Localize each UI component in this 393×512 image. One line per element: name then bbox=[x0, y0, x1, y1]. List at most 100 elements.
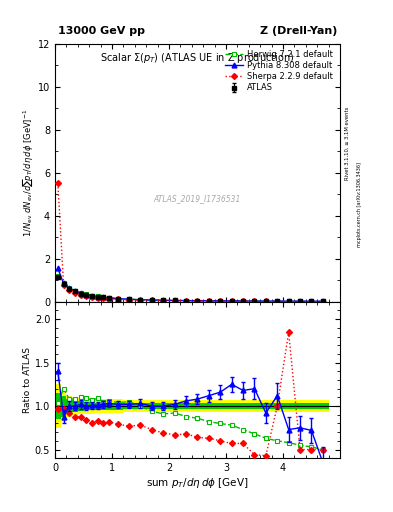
Herwig 7.2.1 default bbox=[78, 290, 83, 296]
Herwig 7.2.1 default bbox=[264, 298, 268, 305]
Pythia 8.308 default bbox=[321, 298, 325, 304]
Pythia 8.308 default bbox=[161, 297, 166, 303]
Sherpa 2.2.9 default bbox=[173, 298, 177, 304]
Line: Pythia 8.308 default: Pythia 8.308 default bbox=[55, 266, 325, 304]
Pythia 8.308 default bbox=[218, 298, 223, 304]
Herwig 7.2.1 default bbox=[127, 296, 132, 303]
Text: Z (Drell-Yan): Z (Drell-Yan) bbox=[260, 26, 337, 36]
Herwig 7.2.1 default bbox=[252, 298, 257, 304]
Sherpa 2.2.9 default bbox=[101, 295, 106, 302]
Sherpa 2.2.9 default bbox=[95, 294, 100, 301]
Pythia 8.308 default bbox=[101, 294, 106, 301]
Herwig 7.2.1 default bbox=[230, 298, 234, 304]
Sherpa 2.2.9 default bbox=[264, 298, 268, 305]
Sherpa 2.2.9 default bbox=[184, 298, 189, 304]
Sherpa 2.2.9 default bbox=[150, 297, 154, 304]
Sherpa 2.2.9 default bbox=[161, 297, 166, 304]
Herwig 7.2.1 default bbox=[195, 298, 200, 304]
Pythia 8.308 default bbox=[138, 296, 143, 303]
Herwig 7.2.1 default bbox=[84, 291, 89, 297]
Text: Scalar $\Sigma(p_T)$ (ATLAS UE in Z production): Scalar $\Sigma(p_T)$ (ATLAS UE in Z prod… bbox=[100, 51, 295, 65]
Sherpa 2.2.9 default bbox=[230, 298, 234, 305]
Pythia 8.308 default bbox=[173, 297, 177, 304]
Pythia 8.308 default bbox=[241, 298, 245, 304]
Herwig 7.2.1 default bbox=[161, 297, 166, 304]
Pythia 8.308 default bbox=[73, 288, 77, 294]
Line: Sherpa 2.2.9 default: Sherpa 2.2.9 default bbox=[56, 181, 325, 304]
Pythia 8.308 default bbox=[116, 295, 120, 302]
Sherpa 2.2.9 default bbox=[207, 298, 211, 304]
Herwig 7.2.1 default bbox=[67, 285, 72, 291]
Pythia 8.308 default bbox=[298, 298, 303, 304]
Sherpa 2.2.9 default bbox=[55, 180, 60, 186]
Sherpa 2.2.9 default bbox=[67, 287, 72, 293]
Herwig 7.2.1 default bbox=[90, 292, 94, 298]
Sherpa 2.2.9 default bbox=[127, 297, 132, 303]
Text: 13000 GeV pp: 13000 GeV pp bbox=[58, 26, 145, 36]
Legend: Herwig 7.2.1 default, Pythia 8.308 default, Sherpa 2.2.9 default, ATLAS: Herwig 7.2.1 default, Pythia 8.308 defau… bbox=[222, 48, 336, 95]
Y-axis label: Ratio to ATLAS: Ratio to ATLAS bbox=[23, 347, 32, 413]
Herwig 7.2.1 default bbox=[173, 297, 177, 304]
Pythia 8.308 default bbox=[67, 285, 72, 291]
Pythia 8.308 default bbox=[61, 281, 66, 287]
Text: mcplots.cern.ch [arXiv:1306.3436]: mcplots.cern.ch [arXiv:1306.3436] bbox=[357, 162, 362, 247]
Pythia 8.308 default bbox=[95, 293, 100, 300]
Herwig 7.2.1 default bbox=[116, 295, 120, 302]
Pythia 8.308 default bbox=[90, 293, 94, 299]
Pythia 8.308 default bbox=[309, 298, 314, 304]
Herwig 7.2.1 default bbox=[61, 280, 66, 286]
Line: Herwig 7.2.1 default: Herwig 7.2.1 default bbox=[55, 273, 325, 304]
Sherpa 2.2.9 default bbox=[138, 297, 143, 303]
Sherpa 2.2.9 default bbox=[298, 298, 303, 305]
Pythia 8.308 default bbox=[127, 296, 132, 303]
Herwig 7.2.1 default bbox=[298, 298, 303, 305]
Herwig 7.2.1 default bbox=[138, 297, 143, 303]
Pythia 8.308 default bbox=[84, 291, 89, 297]
Pythia 8.308 default bbox=[264, 298, 268, 304]
Sherpa 2.2.9 default bbox=[252, 298, 257, 305]
Pythia 8.308 default bbox=[55, 265, 60, 271]
Sherpa 2.2.9 default bbox=[61, 282, 66, 288]
Sherpa 2.2.9 default bbox=[107, 295, 112, 302]
Pythia 8.308 default bbox=[150, 297, 154, 303]
Pythia 8.308 default bbox=[78, 290, 83, 296]
Pythia 8.308 default bbox=[195, 297, 200, 304]
Herwig 7.2.1 default bbox=[309, 298, 314, 305]
Sherpa 2.2.9 default bbox=[218, 298, 223, 304]
Herwig 7.2.1 default bbox=[321, 298, 325, 305]
Herwig 7.2.1 default bbox=[73, 287, 77, 293]
Pythia 8.308 default bbox=[252, 298, 257, 304]
Sherpa 2.2.9 default bbox=[286, 298, 291, 305]
Pythia 8.308 default bbox=[230, 298, 234, 304]
Herwig 7.2.1 default bbox=[184, 297, 189, 304]
Text: ATLAS_2019_I1736531: ATLAS_2019_I1736531 bbox=[154, 194, 241, 203]
Sherpa 2.2.9 default bbox=[73, 290, 77, 296]
Pythia 8.308 default bbox=[184, 297, 189, 304]
Herwig 7.2.1 default bbox=[218, 298, 223, 304]
Sherpa 2.2.9 default bbox=[84, 293, 89, 299]
Y-axis label: $1/N_\mathrm{ev}\ dN_\mathrm{ev}/d\!\sum\!p_T/d\eta\,d\phi\ [\mathrm{GeV}]^{-1}$: $1/N_\mathrm{ev}\ dN_\mathrm{ev}/d\!\sum… bbox=[21, 109, 35, 237]
Sherpa 2.2.9 default bbox=[321, 298, 325, 305]
Sherpa 2.2.9 default bbox=[275, 298, 280, 305]
Herwig 7.2.1 default bbox=[286, 298, 291, 305]
Pythia 8.308 default bbox=[286, 298, 291, 304]
Herwig 7.2.1 default bbox=[101, 294, 106, 301]
X-axis label: sum $p_T/d\eta\,d\phi$ [GeV]: sum $p_T/d\eta\,d\phi$ [GeV] bbox=[146, 476, 249, 490]
Sherpa 2.2.9 default bbox=[195, 298, 200, 304]
Herwig 7.2.1 default bbox=[150, 297, 154, 303]
Sherpa 2.2.9 default bbox=[90, 294, 94, 300]
Herwig 7.2.1 default bbox=[241, 298, 245, 304]
Herwig 7.2.1 default bbox=[55, 273, 60, 279]
Pythia 8.308 default bbox=[207, 297, 211, 304]
Herwig 7.2.1 default bbox=[275, 298, 280, 305]
Herwig 7.2.1 default bbox=[95, 293, 100, 300]
Pythia 8.308 default bbox=[107, 295, 112, 301]
Sherpa 2.2.9 default bbox=[241, 298, 245, 305]
Herwig 7.2.1 default bbox=[207, 298, 211, 304]
Text: Rivet 3.1.10, ≥ 3.1M events: Rivet 3.1.10, ≥ 3.1M events bbox=[345, 106, 350, 180]
Pythia 8.308 default bbox=[275, 298, 280, 304]
Sherpa 2.2.9 default bbox=[116, 296, 120, 303]
Herwig 7.2.1 default bbox=[107, 295, 112, 301]
Sherpa 2.2.9 default bbox=[309, 298, 314, 305]
Sherpa 2.2.9 default bbox=[78, 291, 83, 297]
